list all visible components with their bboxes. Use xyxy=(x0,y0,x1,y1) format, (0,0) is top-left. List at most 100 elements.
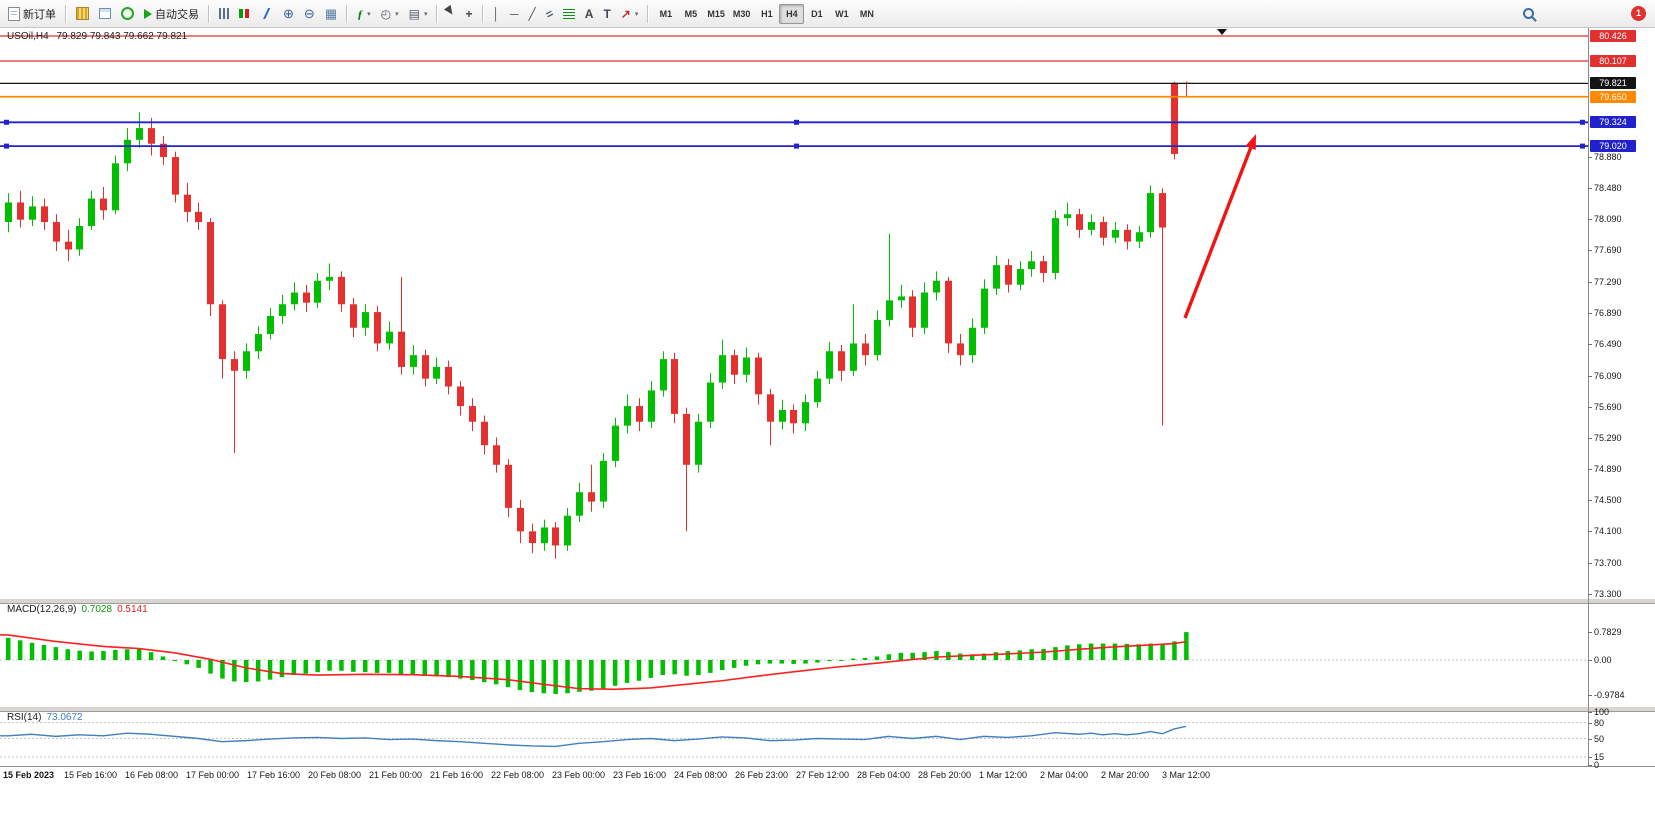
timeframe-m15-button[interactable]: M15 xyxy=(703,4,729,24)
time-axis-label: 17 Feb 00:00 xyxy=(186,770,240,780)
macd-name: MACD(12,26,9) xyxy=(7,604,77,615)
axis-tick-mark xyxy=(1588,593,1592,595)
timeframe-m30-button[interactable]: M30 xyxy=(729,4,755,24)
timeframe-d1-button[interactable]: D1 xyxy=(804,4,829,24)
new-order-icon xyxy=(8,6,20,21)
axis-tick-mark xyxy=(1588,344,1592,346)
price-line-label: 80.426 xyxy=(1590,30,1636,42)
clock-icon: ◴ xyxy=(380,6,392,21)
new-chart-button[interactable] xyxy=(94,3,116,25)
toolbar-separator xyxy=(208,4,210,23)
notification-badge[interactable]: 1 xyxy=(1631,6,1646,21)
rsi-axis-label: 100 xyxy=(1594,707,1610,717)
price-line-label: 80.107 xyxy=(1590,55,1636,67)
market-watch-button[interactable] xyxy=(71,3,94,25)
bar-chart-mode-button[interactable] xyxy=(214,3,234,25)
line-chart-mode-button[interactable] xyxy=(255,3,278,25)
axis-tick-mark xyxy=(1588,562,1592,564)
search-button[interactable] xyxy=(1518,3,1539,25)
time-axis-label: 17 Feb 16:00 xyxy=(247,770,301,780)
axis-tick-mark xyxy=(1588,281,1592,283)
horizontal-line-tool-button[interactable]: ─ xyxy=(505,3,524,25)
axis-tick-mark xyxy=(1588,631,1592,633)
periods-button[interactable]: ◴ ▾ xyxy=(376,3,404,25)
vertical-line-tool-button[interactable]: │ xyxy=(488,3,506,25)
community-button[interactable] xyxy=(116,3,139,25)
price-tick-label: 77.290 xyxy=(1594,276,1622,287)
time-axis-label: 21 Feb 16:00 xyxy=(430,770,484,780)
axis-tick-mark xyxy=(1588,375,1592,377)
auto-trading-label: 自动交易 xyxy=(155,8,199,21)
chart-canvas[interactable] xyxy=(0,28,1655,768)
new-order-button[interactable]: 新订单 xyxy=(3,3,61,25)
arrow-tool-icon: ↗ xyxy=(620,6,631,21)
price-tick-label: 77.690 xyxy=(1594,245,1622,256)
channel-tool-button[interactable]: = xyxy=(541,3,558,25)
zoom-in-button[interactable]: ⊕ xyxy=(278,3,299,25)
time-axis-label: 16 Feb 08:00 xyxy=(125,770,179,780)
toolbar-separator xyxy=(481,4,484,23)
auto-trading-button[interactable]: 自动交易 xyxy=(139,3,204,25)
pane-separator-main-macd[interactable] xyxy=(0,598,1655,604)
axis-tick-mark xyxy=(1588,218,1592,220)
chart-ohlc-label: USOil,H4 79.829 79.843 79.662 79.821 xyxy=(7,31,187,42)
timeframe-w1-button[interactable]: W1 xyxy=(829,4,854,24)
candlestick-mode-button[interactable] xyxy=(234,3,255,25)
macd-axis-label: -0.9784 xyxy=(1594,689,1625,700)
chevron-down-icon: ▾ xyxy=(423,10,428,18)
time-axis-label: 21 Feb 00:00 xyxy=(369,770,423,780)
arrows-tool-button[interactable]: ↗ ▾ xyxy=(616,3,644,25)
axis-tick-mark xyxy=(1588,738,1592,740)
label-tool-button[interactable]: T xyxy=(598,3,615,25)
tile-windows-button[interactable]: ▦ xyxy=(320,3,342,25)
price-line-label: 79.821 xyxy=(1590,77,1636,89)
toolbar-separator xyxy=(65,4,67,23)
time-axis-label: 20 Feb 08:00 xyxy=(308,770,362,780)
rsi-axis-label: 0 xyxy=(1594,760,1600,770)
zoom-out-button[interactable]: ⊖ xyxy=(299,3,320,25)
time-axis-label: 24 Feb 08:00 xyxy=(674,770,728,780)
toolbar-separator xyxy=(647,4,650,23)
text-tool-button[interactable]: A xyxy=(580,3,599,25)
chart-window-icon xyxy=(99,8,111,19)
new-order-label: 新订单 xyxy=(23,8,56,21)
macd-axis-label: 0.7829 xyxy=(1594,626,1622,637)
toolbar-separator xyxy=(346,4,349,23)
timeframe-h1-button[interactable]: H1 xyxy=(754,4,779,24)
price-tick-label: 74.100 xyxy=(1594,526,1622,537)
vertical-line-icon: │ xyxy=(492,6,501,21)
templates-button[interactable]: ▤ ▾ xyxy=(404,3,433,25)
line-chart-icon xyxy=(260,8,273,19)
candlestick-icon xyxy=(239,9,243,18)
text-tool-icon: A xyxy=(584,6,594,21)
price-line-label: 79.650 xyxy=(1590,91,1636,103)
timeframe-m1-button[interactable]: M1 xyxy=(653,4,678,24)
price-tick-label: 76.490 xyxy=(1594,339,1622,350)
indicators-button[interactable]: ƒ ▾ xyxy=(352,3,376,25)
rsi-indicator-label: RSI(14) 73.0672 xyxy=(7,712,83,723)
rsi-name: RSI(14) xyxy=(7,712,42,723)
price-tick-label: 75.290 xyxy=(1594,433,1622,444)
crosshair-tool-button[interactable]: + xyxy=(460,3,477,25)
bar-chart-icon xyxy=(219,8,221,19)
time-axis-label: 23 Feb 16:00 xyxy=(613,770,667,780)
toolbar-separator xyxy=(436,4,439,23)
timeframe-m5-button[interactable]: M5 xyxy=(678,4,703,24)
macd-signal-value: 0.5141 xyxy=(117,604,148,615)
timeframe-h4-button[interactable]: H4 xyxy=(779,3,805,24)
fibonacci-tool-button[interactable] xyxy=(558,3,580,25)
timeframe-mn-button[interactable]: MN xyxy=(854,4,879,24)
axis-tick-mark xyxy=(1588,312,1592,314)
pane-separator-macd-rsi[interactable] xyxy=(0,706,1655,712)
time-axis-label: 26 Feb 23:00 xyxy=(735,770,789,780)
cursor-tool-button[interactable] xyxy=(442,3,460,25)
candles xyxy=(5,81,1190,559)
market-watch-icon xyxy=(76,7,89,20)
price-line-label: 79.020 xyxy=(1590,140,1636,152)
time-axis-label: 1 Mar 12:00 xyxy=(979,770,1028,780)
axis-tick-mark xyxy=(1588,765,1592,766)
axis-tick-mark xyxy=(1588,469,1592,471)
price-line-label: 79.324 xyxy=(1590,116,1636,128)
axis-tick-mark xyxy=(1588,406,1592,408)
trendline-tool-button[interactable]: ╱ xyxy=(524,3,541,25)
